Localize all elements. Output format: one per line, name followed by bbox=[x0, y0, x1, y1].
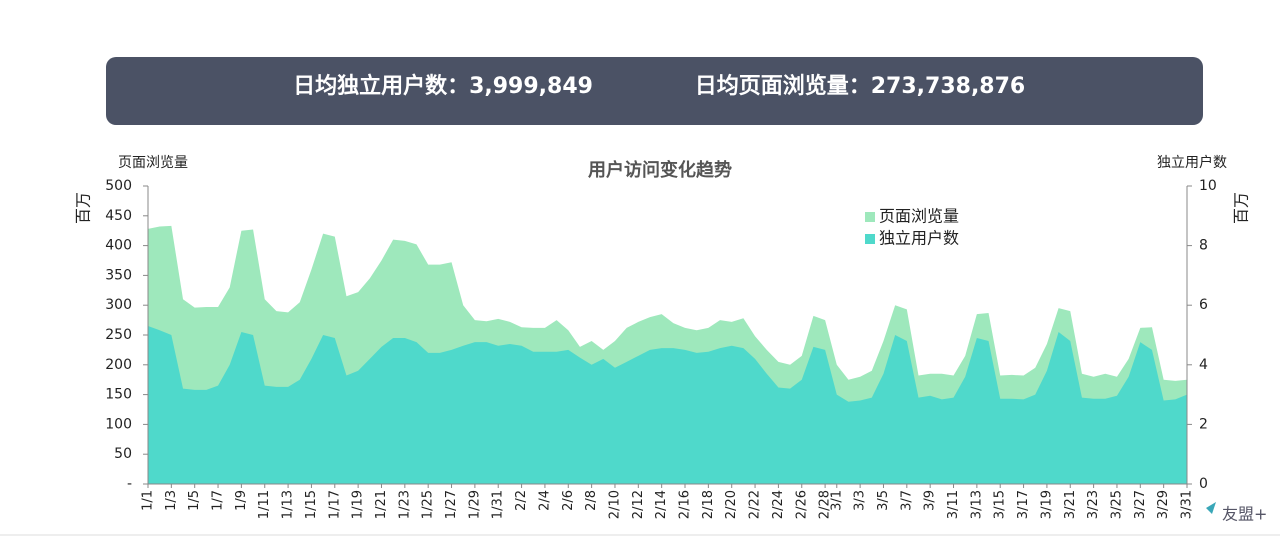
y2-tick-label: 10 bbox=[1199, 178, 1217, 194]
y-tick-label: 100 bbox=[105, 416, 132, 432]
x-tick-label: 2/14 bbox=[654, 490, 669, 519]
y-axis-label: 页面浏览量 bbox=[118, 155, 188, 171]
header-bar bbox=[106, 57, 1203, 125]
legend-swatch bbox=[865, 212, 875, 222]
y2-tick-label: 6 bbox=[1199, 297, 1208, 313]
x-tick-label: 3/7 bbox=[899, 490, 914, 511]
y2-unit: 百万 bbox=[1232, 192, 1251, 224]
x-tick-label: 3/3 bbox=[853, 490, 868, 511]
x-tick-label: 1/21 bbox=[374, 490, 389, 519]
legend-label: 页面浏览量 bbox=[879, 207, 959, 226]
x-tick-label: 2/22 bbox=[748, 490, 763, 519]
legend-swatch bbox=[865, 234, 875, 244]
legend-label: 独立用户数 bbox=[879, 229, 959, 248]
x-tick-label: 1/19 bbox=[351, 490, 366, 519]
y-tick-label: - bbox=[127, 476, 132, 492]
x-tick-label: 3/9 bbox=[923, 490, 938, 511]
y2-tick-label: 4 bbox=[1199, 357, 1208, 373]
x-tick-label: 2/18 bbox=[701, 490, 716, 519]
x-tick-label: 1/1 bbox=[141, 490, 156, 511]
x-tick-label: 2/24 bbox=[771, 490, 786, 519]
x-tick-label: 2/4 bbox=[537, 490, 552, 511]
x-tick-label: 1/11 bbox=[257, 490, 272, 519]
x-tick-label: 1/3 bbox=[164, 490, 179, 511]
x-tick-label: 1/7 bbox=[211, 490, 226, 511]
y-unit: 百万 bbox=[74, 192, 93, 224]
x-tick-label: 3/25 bbox=[1109, 490, 1124, 519]
x-tick-label: 3/11 bbox=[946, 490, 961, 519]
area bbox=[148, 326, 1187, 484]
x-tick-label: 2/28 bbox=[818, 490, 833, 519]
y-tick-label: 200 bbox=[105, 357, 132, 373]
x-tick-label: 3/19 bbox=[1039, 490, 1054, 519]
x-tick-label: 3/5 bbox=[876, 490, 891, 511]
x-tick-label: 1/27 bbox=[444, 490, 459, 519]
x-tick-label: 1/23 bbox=[397, 490, 412, 519]
x-tick-label: 1/5 bbox=[187, 490, 202, 511]
x-tick-label: 2/2 bbox=[514, 490, 529, 511]
x-tick-label: 3/29 bbox=[1156, 490, 1171, 519]
x-tick-label: 2/26 bbox=[794, 490, 809, 519]
x-tick-label: 1/29 bbox=[467, 490, 482, 519]
x-tick-label: 2/16 bbox=[678, 490, 693, 519]
x-tick-label: 1/17 bbox=[327, 490, 342, 519]
x-tick-label: 3/21 bbox=[1063, 490, 1078, 519]
x-tick-label: 1/15 bbox=[304, 490, 319, 519]
y-tick-label: 450 bbox=[105, 208, 132, 224]
x-tick-label: 1/25 bbox=[421, 490, 436, 519]
y-tick-label: 500 bbox=[105, 178, 132, 194]
y2-tick-label: 8 bbox=[1199, 238, 1208, 254]
x-tick-label: 3/23 bbox=[1086, 490, 1101, 519]
y-tick-label: 350 bbox=[105, 267, 132, 283]
chart-title: 用户访问变化趋势 bbox=[588, 159, 732, 181]
x-tick-label: 1/9 bbox=[234, 490, 249, 511]
x-tick-label: 3/1 bbox=[829, 490, 844, 511]
uv-summary: 日均独立用户数：3,999,849 bbox=[293, 73, 593, 99]
x-tick-label: 2/10 bbox=[607, 490, 622, 519]
x-tick-label: 1/13 bbox=[281, 490, 296, 519]
y-tick-label: 400 bbox=[105, 238, 132, 254]
logo: 友盟+ bbox=[1222, 505, 1267, 524]
logo-icon bbox=[1206, 502, 1216, 514]
y2-axis-label: 独立用户数 bbox=[1157, 154, 1227, 171]
y2-tick-label: 2 bbox=[1199, 416, 1208, 432]
y-tick-label: 50 bbox=[114, 446, 132, 462]
x-tick-label: 3/27 bbox=[1133, 490, 1148, 519]
x-tick-label: 3/15 bbox=[993, 490, 1008, 519]
y-tick-label: 250 bbox=[105, 327, 132, 343]
x-tick-label: 1/31 bbox=[491, 490, 506, 519]
x-tick-label: 2/8 bbox=[584, 490, 599, 511]
x-tick-label: 2/20 bbox=[724, 490, 739, 519]
x-tick-label: 2/6 bbox=[561, 490, 576, 511]
x-tick-label: 3/17 bbox=[1016, 490, 1031, 519]
pv-summary: 日均页面浏览量：273,738,876 bbox=[695, 73, 1025, 99]
x-tick-label: 3/31 bbox=[1180, 490, 1195, 519]
y2-tick-label: 0 bbox=[1199, 476, 1208, 492]
x-tick-label: 2/12 bbox=[631, 490, 646, 519]
x-tick-label: 3/13 bbox=[969, 490, 984, 519]
y-tick-label: 300 bbox=[105, 297, 132, 313]
y-tick-label: 150 bbox=[105, 387, 132, 403]
